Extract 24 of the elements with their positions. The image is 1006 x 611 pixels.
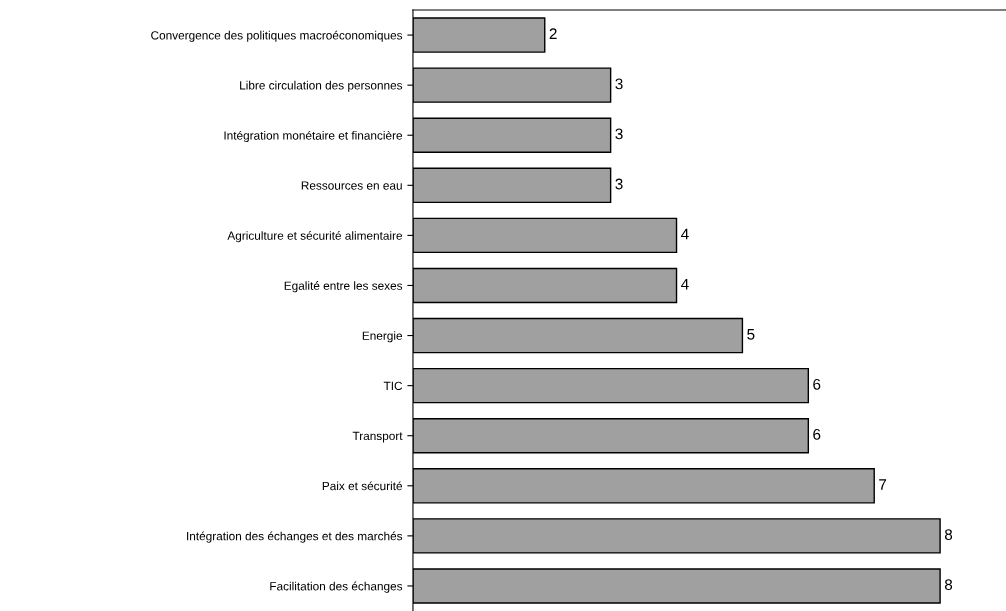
- y-tick-label: Transport: [352, 431, 403, 443]
- data-label: 8: [944, 529, 953, 540]
- y-tick-label: Intégration monétaire et financière: [224, 130, 403, 143]
- y-tick-label: Convergence des politiques macroéconomiques: [151, 30, 403, 42]
- data-label: 4: [681, 278, 689, 290]
- data-label: 8: [944, 579, 953, 591]
- y-tick-label: Egalité entre les sexes: [284, 281, 403, 293]
- y-tick-label: Libre circulation des personnes: [240, 80, 403, 92]
- y-tick-label: TIC: [383, 381, 403, 391]
- y-tick-label: Paix et sécurité: [322, 481, 403, 491]
- data-label: 7: [879, 479, 887, 490]
- data-label: 2: [549, 28, 557, 40]
- y-tick-label: Energie: [362, 331, 403, 343]
- y-tick-label: Facilitation des échanges: [270, 581, 403, 593]
- y-tick-label: Ressources en eau: [301, 181, 402, 190]
- y-tick-label: Agriculture et sécurité alimentaire: [227, 231, 403, 243]
- y-tick-label: Intégration des échanges et des marchés: [187, 531, 403, 543]
- data-label: 3: [615, 78, 623, 90]
- data-label: 4: [681, 228, 689, 240]
- data-label: 6: [813, 378, 821, 390]
- data-label: 3: [615, 178, 623, 190]
- data-label: 3: [615, 128, 623, 140]
- data-label: 5: [747, 328, 755, 340]
- data-label: 6: [813, 429, 821, 440]
